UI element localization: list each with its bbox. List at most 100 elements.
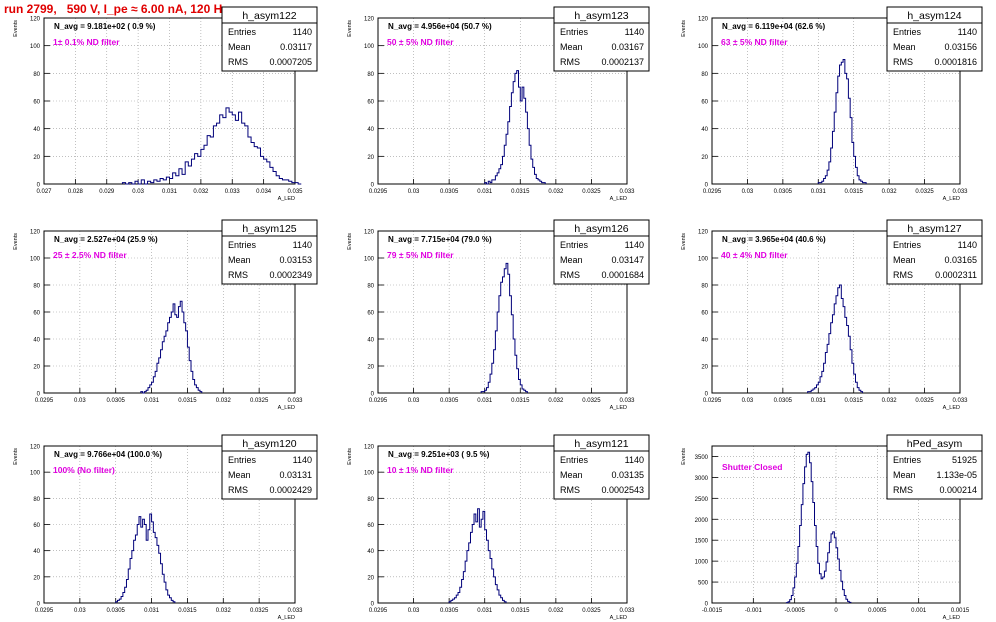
x-tick-label: 0.0315: [511, 608, 530, 614]
stat-value: 0.03131: [279, 470, 312, 480]
x-tick-label: 0.03: [408, 608, 420, 614]
y-tick-label: 40: [367, 549, 374, 555]
y-tick-label: 1500: [695, 539, 709, 545]
y-tick-label: 120: [30, 17, 41, 23]
x-tick-label: 0.031: [162, 189, 178, 195]
y-tick-label: 60: [33, 523, 40, 529]
x-tick-label: 0.03: [74, 398, 86, 404]
x-tick-label: 0.031: [144, 608, 160, 614]
x-tick-label: 0.0295: [369, 398, 388, 404]
y-tick-label: 120: [698, 230, 709, 236]
x-tick-label: 0.03: [408, 189, 420, 195]
x-tick-label: 0.027: [36, 189, 52, 195]
filter-annotation: 100% (No filter): [53, 465, 115, 475]
y-tick-label: 100: [698, 44, 709, 50]
x-tick-label: 0.0295: [35, 398, 54, 404]
x-tick-label: 0.0305: [440, 398, 459, 404]
x-tick-label: 0.033: [952, 398, 968, 404]
y-tick-label: 20: [367, 365, 374, 371]
histogram-line: [785, 451, 852, 604]
y-tick-label: 60: [367, 100, 374, 106]
y-axis-label: Events: [347, 20, 353, 37]
y-axis-label: Events: [347, 448, 353, 465]
stat-label: RMS: [228, 270, 248, 280]
x-axis-label: A_LED: [943, 405, 960, 411]
x-tick-label: 0.032: [548, 189, 564, 195]
x-tick-label: 0.0325: [915, 189, 934, 195]
y-tick-label: 0: [37, 602, 41, 608]
x-axis-label: A_LED: [610, 196, 627, 202]
filter-annotation: Shutter Closed: [722, 462, 782, 472]
stat-label: Entries: [893, 455, 922, 465]
x-tick-label: 0.0325: [250, 398, 269, 404]
stat-value: 0.03156: [944, 42, 977, 52]
y-axis-label: Events: [13, 20, 19, 37]
stat-value: 0.03135: [611, 470, 644, 480]
filter-annotation: 25 ± 2.5% ND filter: [53, 250, 127, 260]
histogram-name: h_asym120: [242, 438, 296, 450]
x-tick-label: 0.032: [193, 189, 209, 195]
y-tick-label: 60: [701, 311, 708, 317]
stat-value: 0.03167: [611, 42, 644, 52]
x-tick-label: 0.032: [216, 398, 232, 404]
stat-label: Entries: [228, 27, 257, 37]
x-tick-label: 0.0005: [868, 608, 887, 614]
y-tick-label: 20: [701, 155, 708, 161]
x-tick-label: 0.03: [408, 398, 420, 404]
x-tick-label: 0.034: [256, 189, 272, 195]
stat-label: Entries: [228, 455, 257, 465]
stats-box-frame: [553, 6, 650, 72]
x-tick-label: -0.0015: [702, 608, 723, 614]
x-tick-label: 0.03: [742, 398, 754, 404]
y-axis-label: Events: [681, 20, 687, 37]
y-tick-label: 80: [701, 284, 708, 290]
x-axis-label: A_LED: [278, 196, 295, 202]
stats-box: h_asym120 Entries 1140 Mean 0.03131 RMS 0.0002…: [221, 434, 318, 500]
stats-box: h_asym122 Entries 1140 Mean 0.03117 RMS 0.0007…: [221, 6, 318, 72]
x-tick-label: 0.0295: [35, 608, 54, 614]
y-tick-label: 60: [701, 100, 708, 106]
x-tick-label: 0.0305: [440, 189, 459, 195]
stat-value: 0.03117: [280, 42, 312, 52]
x-tick-label: 0.0305: [440, 608, 459, 614]
stat-label: Mean: [560, 470, 583, 480]
stat-label: Entries: [893, 27, 922, 37]
y-tick-label: 2000: [695, 518, 709, 524]
y-tick-label: 40: [701, 338, 708, 344]
y-tick-label: 60: [33, 311, 40, 317]
x-tick-label: 0.0295: [703, 398, 722, 404]
y-axis-label: Events: [13, 448, 19, 465]
x-tick-label: 0.0305: [774, 189, 793, 195]
navg-annotation: N_avg = 9.766e+04 (100.0 %): [54, 450, 162, 459]
stat-value: 1140: [958, 27, 977, 37]
filter-annotation: 63 ± 5% ND filter: [721, 37, 788, 47]
x-tick-label: 0.035: [287, 189, 303, 195]
histogram-name: h_asym124: [907, 10, 961, 22]
stat-value: 0.03153: [279, 255, 312, 265]
stats-box: h_asym121 Entries 1140 Mean 0.03135 RMS 0.0002…: [553, 434, 650, 500]
navg-annotation: N_avg = 2.527e+04 (25.9 %): [54, 235, 158, 244]
histogram-panel-h_asym124: 0.0295 0.03 0.0305 0.031 0.0315 0.032 0.0325 0.…: [681, 6, 983, 202]
x-tick-label: 0.031: [144, 398, 160, 404]
stat-label: Mean: [228, 255, 251, 265]
y-tick-label: 3000: [695, 476, 709, 482]
stats-box: hPed_asym Entries 51925 Mean 1.133e-05 RMS 0.0…: [886, 434, 983, 500]
y-tick-label: 100: [364, 471, 375, 477]
navg-annotation: N_avg = 4.956e+04 (50.7 %): [388, 22, 492, 31]
stat-label: Mean: [893, 42, 916, 52]
histogram-line: [448, 508, 507, 603]
x-tick-label: 0.0295: [369, 608, 388, 614]
histogram-line: [140, 300, 203, 394]
stat-label: Entries: [560, 240, 589, 250]
y-tick-label: 80: [367, 497, 374, 503]
histogram-line: [115, 513, 176, 603]
x-tick-label: 0.0325: [915, 398, 934, 404]
histogram-panel-h_asym120: 0.0295 0.03 0.0305 0.031 0.0315 0.032 0.0325 0.…: [13, 434, 318, 621]
y-tick-label: 80: [33, 284, 40, 290]
stat-value: 1140: [958, 240, 977, 250]
stat-value: 0.03147: [611, 255, 644, 265]
x-tick-label: 0.0315: [511, 398, 530, 404]
x-tick-label: 0.032: [882, 189, 898, 195]
stat-value: 0.0002543: [601, 485, 644, 495]
